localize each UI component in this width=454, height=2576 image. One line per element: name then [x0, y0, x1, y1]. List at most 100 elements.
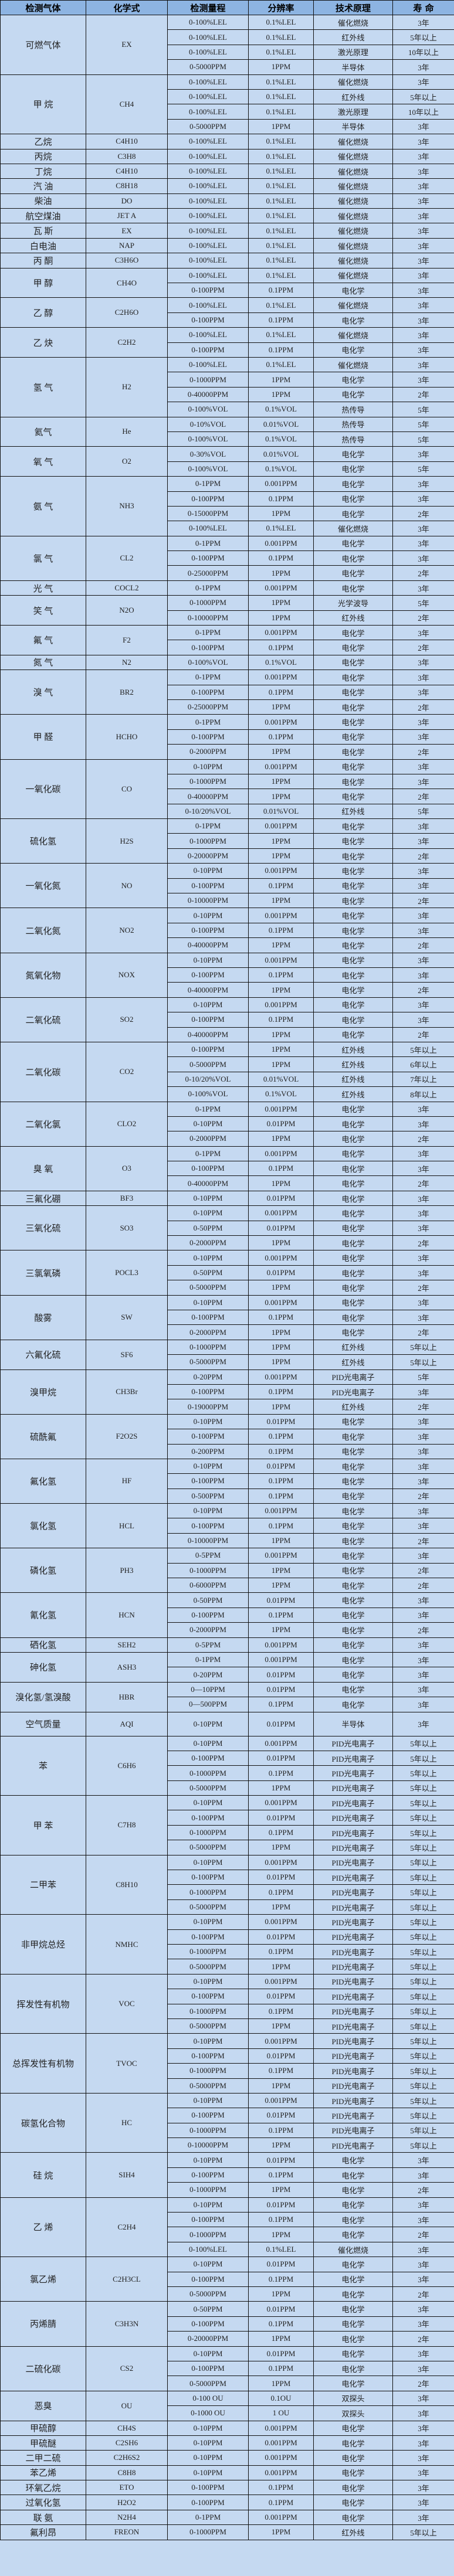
principle-cell: 电化学 [313, 2465, 393, 2481]
resolution-cell: 0.1PPM [248, 550, 314, 566]
lifetime-cell: 5年以上 [392, 2137, 454, 2153]
principle-cell: 电化学 [313, 283, 393, 298]
range-cell: 0-100PPM [167, 1518, 249, 1534]
gas-name-cell: 空气质量 [0, 1711, 86, 1736]
table-row: 0-5000PPM 1PPM 电化学 2年 [1, 2376, 454, 2391]
lifetime-cell: 3年 [392, 2435, 454, 2451]
table-body: 可燃气体 EX 0-100%LEL 0.1%LEL 催化燃烧 3年 0-100%LEL 0.1… [0, 14, 454, 2540]
table-row: 0-10000PPM 1PPM 红外线 2年 [1, 610, 454, 626]
resolution-cell: 0.1PPM [248, 967, 314, 983]
principle-cell: 电化学 [313, 714, 393, 730]
table-row: 砷化氢 ASH3 0-1PPM 0.001PPM 电化学 3年 [0, 1651, 454, 1683]
range-cell: 0-40000PPM [167, 982, 249, 998]
range-cell: 0-100%LEL [167, 521, 249, 536]
range-cell: 0-5000PPM [167, 1840, 249, 1855]
principle-cell: 电化学 [313, 1116, 393, 1132]
resolution-cell: 1PPM [248, 118, 314, 135]
formula-cell: C2H3CL [86, 2256, 168, 2302]
gas-name-cell: 二氧化碳 [0, 1041, 86, 1102]
table-row: 氨 气 NH3 0-1PPM 0.001PPM 电化学 3年 [0, 476, 454, 536]
range-cell: 0-100%LEL [167, 89, 249, 105]
principle-cell: 电化学 [313, 1101, 393, 1117]
resolution-cell: 1PPM [248, 937, 314, 953]
table-row: 氧 气 O2 0-30%VOL 0.01%VOL 电化学 3年 [0, 446, 454, 477]
resolution-cell: 1PPM [248, 386, 314, 403]
lifetime-cell: 3年 [392, 118, 454, 135]
lifetime-cell: 5年以上 [392, 2003, 454, 2019]
resolution-cell: 0.001PPM [248, 1854, 314, 1871]
gas-name-cell: 二甲苯 [0, 1854, 86, 1915]
lifetime-cell: 3年 [392, 818, 454, 834]
lifetime-cell: 5年以上 [392, 1870, 454, 1885]
table-row: 甲 苯 C7H8 0-10PPM 0.001PPM PID光电离子 5年以上 [0, 1795, 454, 1855]
resolution-cell: 1PPM [248, 1235, 314, 1251]
formula-cell: CLO2 [86, 1101, 168, 1147]
principle-cell: 催化燃烧 [313, 297, 393, 313]
lifetime-cell: 3年 [392, 14, 454, 30]
resolution-cell: 0.1PPM [248, 1309, 314, 1326]
range-cell: 0-100%LEL [167, 178, 249, 194]
range-cell: 0-40000PPM [167, 1027, 249, 1042]
table-row: 0-25000PPM 1PPM 电化学 2年 [1, 565, 454, 581]
principle-cell: 电化学 [313, 818, 393, 834]
table-row: 0-10000PPM 1PPM 电化学 2年 [1, 893, 454, 909]
formula-cell: N2H4 [86, 2509, 168, 2526]
table-row: 0-100PPM 0.1PPM 电化学 3年 [1, 2212, 454, 2228]
principle-cell: 电化学 [313, 446, 393, 462]
table-row: 恶臭 OU 0-100 OU 0.1OU 双探头 3年 [0, 2390, 454, 2421]
lifetime-cell: 5年以上 [392, 1929, 454, 1945]
range-cell: 0-100%LEL [167, 14, 249, 30]
resolution-cell: 1PPM [248, 2286, 314, 2302]
table-row: 三氧化硫 SO3 0-10PPM 0.001PPM 电化学 3年 [0, 1205, 454, 1251]
formula-cell: TVOC [86, 2033, 168, 2094]
lifetime-cell: 3年 [392, 2316, 454, 2332]
resolution-cell: 0.1%LEL [248, 2241, 314, 2258]
resolution-cell: 0.1%LEL [248, 14, 314, 30]
principle-cell: 电化学 [313, 1473, 393, 1489]
gas-name-cell: 氮氧化物 [0, 952, 86, 998]
principle-cell: 电化学 [313, 1012, 393, 1028]
principle-cell: 电化学 [313, 699, 393, 715]
lifetime-cell: 5年以上 [392, 1959, 454, 1975]
table-row: 臭 氧 O3 0-1PPM 0.001PPM 电化学 3年 [0, 1146, 454, 1191]
gas-name-cell: 环氧乙烷 [0, 2480, 86, 2496]
range-cell: 0-100%LEL [167, 134, 249, 149]
resolution-cell: 0.001PPM [248, 1369, 314, 1385]
lifetime-cell: 6年以上 [392, 1056, 454, 1072]
resolution-cell: 0.01PPM [248, 2301, 314, 2317]
resolution-cell: 1PPM [248, 565, 314, 581]
resolution-cell: 0.1%VOL [248, 402, 314, 417]
principle-cell: 电化学 [313, 1592, 393, 1608]
formula-cell: C4H10 [86, 134, 168, 149]
principle-cell: 电化学 [313, 922, 393, 939]
lifetime-cell: 3年 [392, 2465, 454, 2481]
principle-cell: 电化学 [313, 833, 393, 849]
principle-cell: 热传导 [313, 402, 393, 417]
resolution-cell: 0.1%LEL [248, 44, 314, 60]
formula-cell: NO [86, 863, 168, 909]
lifetime-cell: 5年以上 [392, 1780, 454, 1796]
range-cell: 0-15000PPM [167, 505, 249, 522]
range-cell: 0-10000PPM [167, 1532, 249, 1549]
table-row: 丙 酮 C3H6O 0-100%LEL 0.1%LEL 催化燃烧 3年 [0, 253, 454, 269]
range-cell: 0-200PPM [167, 1443, 249, 1459]
resolution-cell: 0.001PPM [248, 476, 314, 492]
principle-cell: PID光电离子 [313, 1735, 393, 1751]
table-row: 一氧化氮 NO 0-10PPM 0.001PPM 电化学 3年 [0, 863, 454, 909]
gas-name-cell: 汽 油 [0, 178, 86, 194]
principle-cell: 电化学 [313, 535, 393, 552]
table-row: 0-5000PPM 1PPM 半导体 3年 [1, 118, 454, 135]
header-principle: 技术原理 [313, 0, 393, 15]
principle-cell: PID光电离子 [313, 1973, 393, 1990]
resolution-cell: 0.01PPM [248, 1711, 314, 1736]
lifetime-cell: 5年以上 [392, 2524, 454, 2540]
gas-name-cell: 氟 气 [0, 625, 86, 655]
range-cell: 0-1000PPM [167, 773, 249, 790]
lifetime-cell: 5年以上 [392, 1899, 454, 1915]
table-row: 溴 气 BR2 0-1PPM 0.001PPM 电化学 3年 [0, 670, 454, 715]
range-cell: 0-1PPM [167, 476, 249, 492]
formula-cell: HCHO [86, 714, 168, 760]
principle-cell: 红外线 [313, 610, 393, 626]
table-row: 氟 气 F2 0-1PPM 0.001PPM 电化学 3年 [0, 625, 454, 655]
table-row: 可燃气体 EX 0-100%LEL 0.1%LEL 催化燃烧 3年 [0, 14, 454, 75]
